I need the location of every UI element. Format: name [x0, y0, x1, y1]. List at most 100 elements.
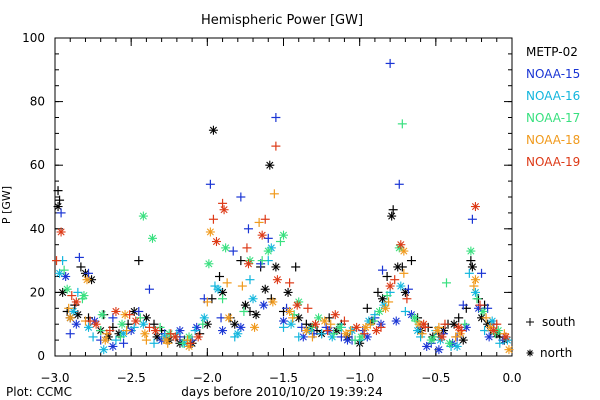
data-point-north — [236, 322, 246, 332]
data-point-north — [283, 287, 293, 297]
data-point-south — [394, 179, 404, 189]
data-point-north — [268, 297, 278, 307]
data-point-south — [52, 256, 62, 266]
data-point-south — [105, 326, 115, 336]
y-axis-label: P [GW] — [0, 186, 13, 224]
data-point-north — [58, 287, 68, 297]
data-point-north — [108, 341, 118, 351]
data-point-south — [475, 300, 485, 310]
data-point-north — [422, 341, 432, 351]
data-point-north — [335, 322, 345, 332]
data-point-north — [193, 332, 203, 342]
data-point-north — [204, 259, 214, 269]
x-tick-label: −0.5 — [421, 371, 450, 385]
data-point-north — [470, 287, 480, 297]
data-point-north — [218, 326, 228, 336]
data-point-north — [199, 313, 209, 323]
data-point-south — [397, 119, 407, 129]
data-point-south — [362, 303, 372, 313]
x-axis-label: days before 2010/10/20 19:39:24 — [181, 385, 382, 399]
data-point-south — [56, 208, 66, 218]
plot-credit: Plot: CCMC — [6, 385, 72, 399]
data-point-south — [390, 275, 400, 285]
data-point-south — [382, 291, 392, 301]
data-point-south — [67, 291, 77, 301]
y-tick-label: 0 — [37, 349, 45, 363]
legend-north: north — [526, 346, 572, 360]
data-point-south — [297, 322, 307, 332]
data-point-south — [125, 310, 135, 320]
data-point-north — [330, 310, 340, 320]
data-point-south — [243, 224, 253, 234]
legend-entry: NOAA-15 — [526, 67, 580, 81]
data-point-south — [279, 322, 288, 332]
legend-entry: NOAA-19 — [526, 155, 580, 169]
data-point-south — [119, 338, 129, 348]
data-point-south — [269, 189, 279, 199]
data-point-north — [487, 316, 497, 326]
legend-south-label: south — [542, 315, 576, 329]
data-point-north — [432, 326, 442, 336]
data-point-north — [111, 306, 121, 316]
data-point-north — [434, 345, 444, 355]
data-point-south — [208, 214, 218, 224]
data-point-north — [213, 284, 223, 294]
legend: METP-02 NOAA-15 NOAA-16 NOAA-17 NOAA-18 NOAA-… — [526, 45, 580, 360]
data-point-north — [91, 319, 101, 329]
chart-title: Hemispheric Power [GW] — [201, 13, 363, 28]
data-point-north — [271, 262, 281, 272]
data-point-north — [292, 300, 302, 310]
data-point-north — [257, 230, 267, 240]
data-point-north — [240, 300, 250, 310]
data-point-south — [317, 329, 327, 339]
data-point-south — [370, 310, 380, 320]
data-point-south — [111, 335, 121, 345]
data-point-north — [263, 246, 273, 256]
data-point-north — [445, 338, 455, 348]
data-point-south — [74, 252, 84, 262]
data-point-south — [134, 256, 144, 266]
data-point-north — [466, 246, 476, 256]
data-point-south — [495, 338, 505, 348]
data-point-north — [65, 313, 75, 323]
data-point-north — [56, 227, 66, 237]
data-point-north — [341, 329, 351, 339]
star-icon — [527, 350, 533, 356]
data-point-south — [239, 306, 249, 316]
data-point-south — [288, 313, 298, 323]
x-tick-label: −2.0 — [193, 371, 222, 385]
data-point-north — [62, 284, 72, 294]
y-tick-label: 100 — [22, 31, 45, 45]
data-point-south — [402, 294, 412, 304]
data-point-south — [135, 313, 145, 323]
legend-entry: NOAA-18 — [526, 133, 580, 147]
data-point-north — [79, 291, 89, 301]
data-point-south — [323, 326, 333, 336]
data-point-south — [454, 313, 464, 323]
data-point-south — [373, 287, 383, 297]
data-point-south — [84, 268, 94, 278]
data-point-north — [205, 227, 215, 237]
data-point-north — [208, 125, 218, 135]
data-point-north — [224, 313, 234, 323]
data-point-south — [215, 272, 225, 281]
data-point-south — [108, 313, 118, 323]
data-point-north — [151, 326, 161, 336]
data-point-south — [198, 319, 208, 329]
data-point-south — [467, 214, 477, 224]
data-point-north — [504, 345, 514, 355]
data-point-south — [440, 319, 450, 329]
data-point-south — [417, 329, 427, 339]
data-point-south — [303, 303, 313, 313]
data-point-north — [140, 329, 150, 339]
data-point-north — [286, 319, 296, 329]
data-point-south — [385, 58, 395, 68]
data-point-south — [329, 329, 339, 339]
data-point-north — [141, 313, 151, 323]
data-point-north — [279, 230, 288, 240]
data-point-south — [257, 256, 267, 266]
data-point-north — [478, 306, 488, 316]
data-point-south — [190, 326, 200, 336]
data-points — [52, 58, 514, 355]
data-point-north — [301, 326, 311, 336]
